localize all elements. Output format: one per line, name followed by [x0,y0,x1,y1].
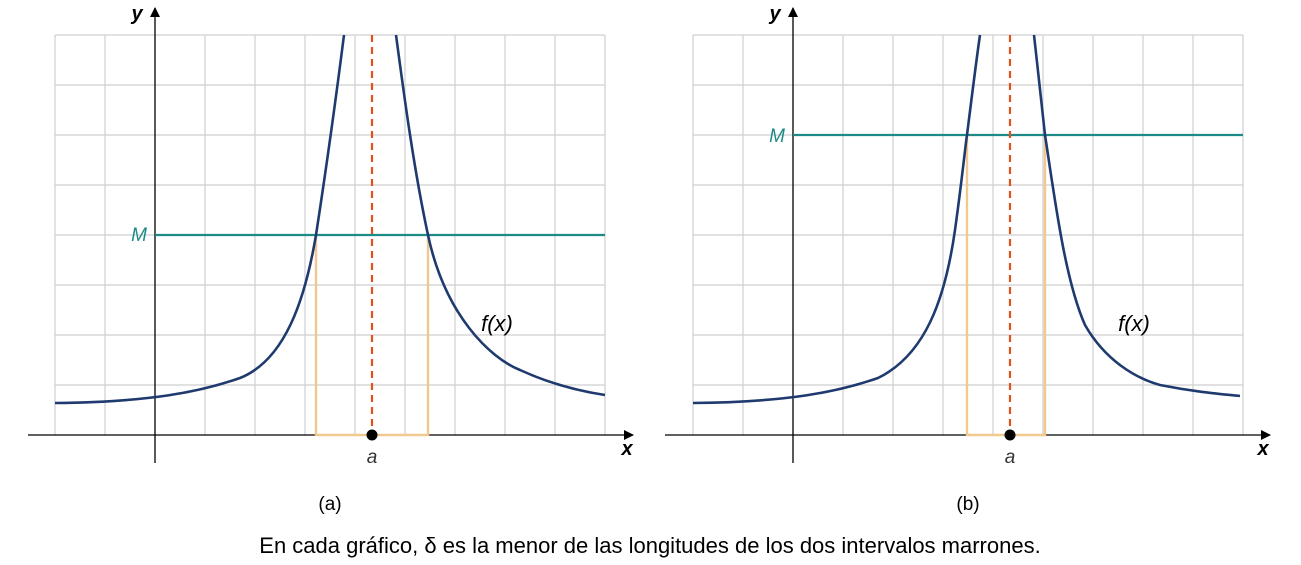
caption: En cada gráfico, δ es la menor de las lo… [259,533,1040,558]
panel-a: y x M a f(x) (a) [28,3,634,515]
m-label-a: M [131,225,147,246]
f-label-a: f(x) [481,311,513,336]
curve-left-a [54,34,346,405]
x-label-a: x [620,438,633,460]
y-label-b: y [768,3,781,25]
point-a-a [366,429,378,441]
curve-right-b [1032,34,1241,398]
point-a-b [1004,429,1016,441]
a-label-a: a [367,447,378,468]
curve-left-b [692,34,982,405]
panel-b: y x M a f(x) (b) [665,3,1271,515]
a-label-b: a [1005,447,1016,468]
sublabel-b: (b) [956,494,979,515]
x-label-b: x [1256,438,1269,460]
y-label-a: y [130,3,143,25]
f-label-b: f(x) [1118,311,1150,336]
m-label-b: M [769,126,785,147]
sublabel-a: (a) [318,494,341,515]
curve-right-a [394,34,606,397]
